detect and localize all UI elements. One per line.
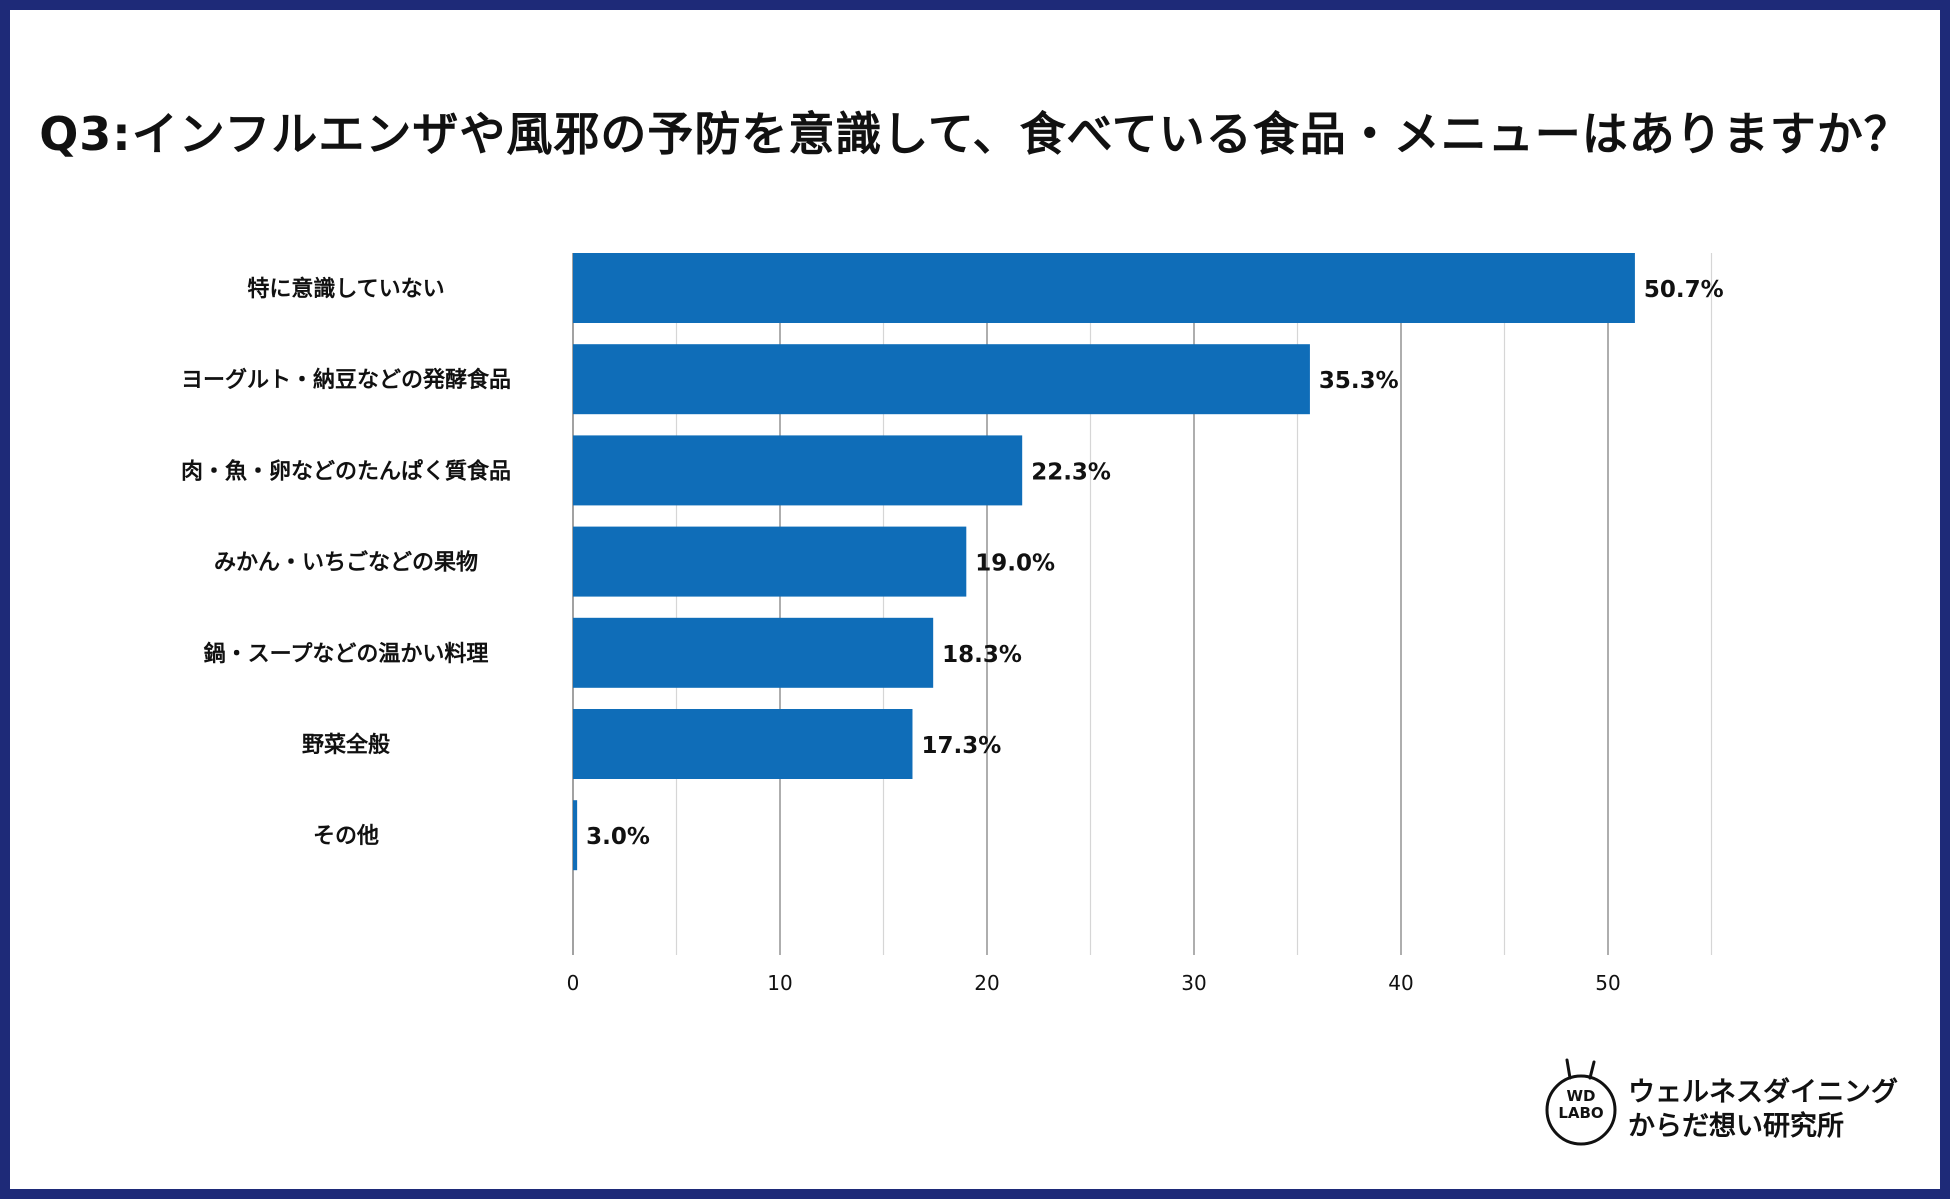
chart-title: Q3:インフルエンザや風邪の予防を意識して、食べている食品・メニューはありますか…: [39, 107, 1911, 161]
bar: [573, 344, 1310, 415]
logo-badge-line1: WD: [1566, 1087, 1596, 1105]
logo-text-line1: ウェルネスダイニング: [1628, 1077, 1898, 1108]
category-label: その他: [313, 824, 379, 849]
bar: [573, 709, 913, 779]
x-tick-label: 50: [1595, 971, 1620, 995]
logo-badge-line2: LABO: [1558, 1104, 1604, 1122]
bar: [573, 435, 1023, 506]
logo-badge: WD LABO: [1546, 1088, 1616, 1122]
data-label: 19.0%: [975, 551, 1055, 577]
chart-frame: Q3:インフルエンザや風邪の予防を意識して、食べている食品・メニューはありますか…: [10, 10, 1940, 1189]
x-tick-label: 30: [1181, 971, 1206, 995]
data-label: 35.3%: [1319, 368, 1399, 394]
data-label: 50.7%: [1644, 277, 1724, 303]
category-label: ヨーグルト・納豆などの発酵食品: [181, 367, 511, 393]
category-label: 鍋・スープなどの温かい料理: [204, 641, 489, 667]
logo-text-line2: からだ想い研究所: [1628, 1111, 1844, 1142]
bar: [573, 253, 1635, 323]
wd-labo-logo: [1545, 1058, 1617, 1146]
category-label: 肉・魚・卵などのたんぱく質食品: [181, 458, 511, 484]
x-tick-label: 20: [974, 971, 999, 995]
bar: [573, 526, 967, 597]
data-label: 3.0%: [586, 824, 650, 850]
category-label: みかん・いちごなどの果物: [214, 550, 478, 576]
data-label: 17.3%: [921, 733, 1001, 759]
x-tick-label: 40: [1388, 971, 1413, 995]
x-tick-label: 10: [767, 971, 792, 995]
data-label: 22.3%: [1031, 459, 1111, 485]
x-tick-label: 0: [567, 971, 580, 995]
data-label: 18.3%: [942, 642, 1022, 668]
bar: [573, 800, 578, 871]
category-label: 特に意識していない: [247, 276, 444, 302]
logo-text: ウェルネスダイニング からだ想い研究所: [1628, 1076, 1898, 1144]
bar-chart: 特に意識していないヨーグルト・納豆などの発酵食品肉・魚・卵などのたんぱく質食品み…: [181, 253, 1724, 995]
category-label: 野菜全般: [302, 732, 390, 758]
bar: [573, 617, 934, 688]
